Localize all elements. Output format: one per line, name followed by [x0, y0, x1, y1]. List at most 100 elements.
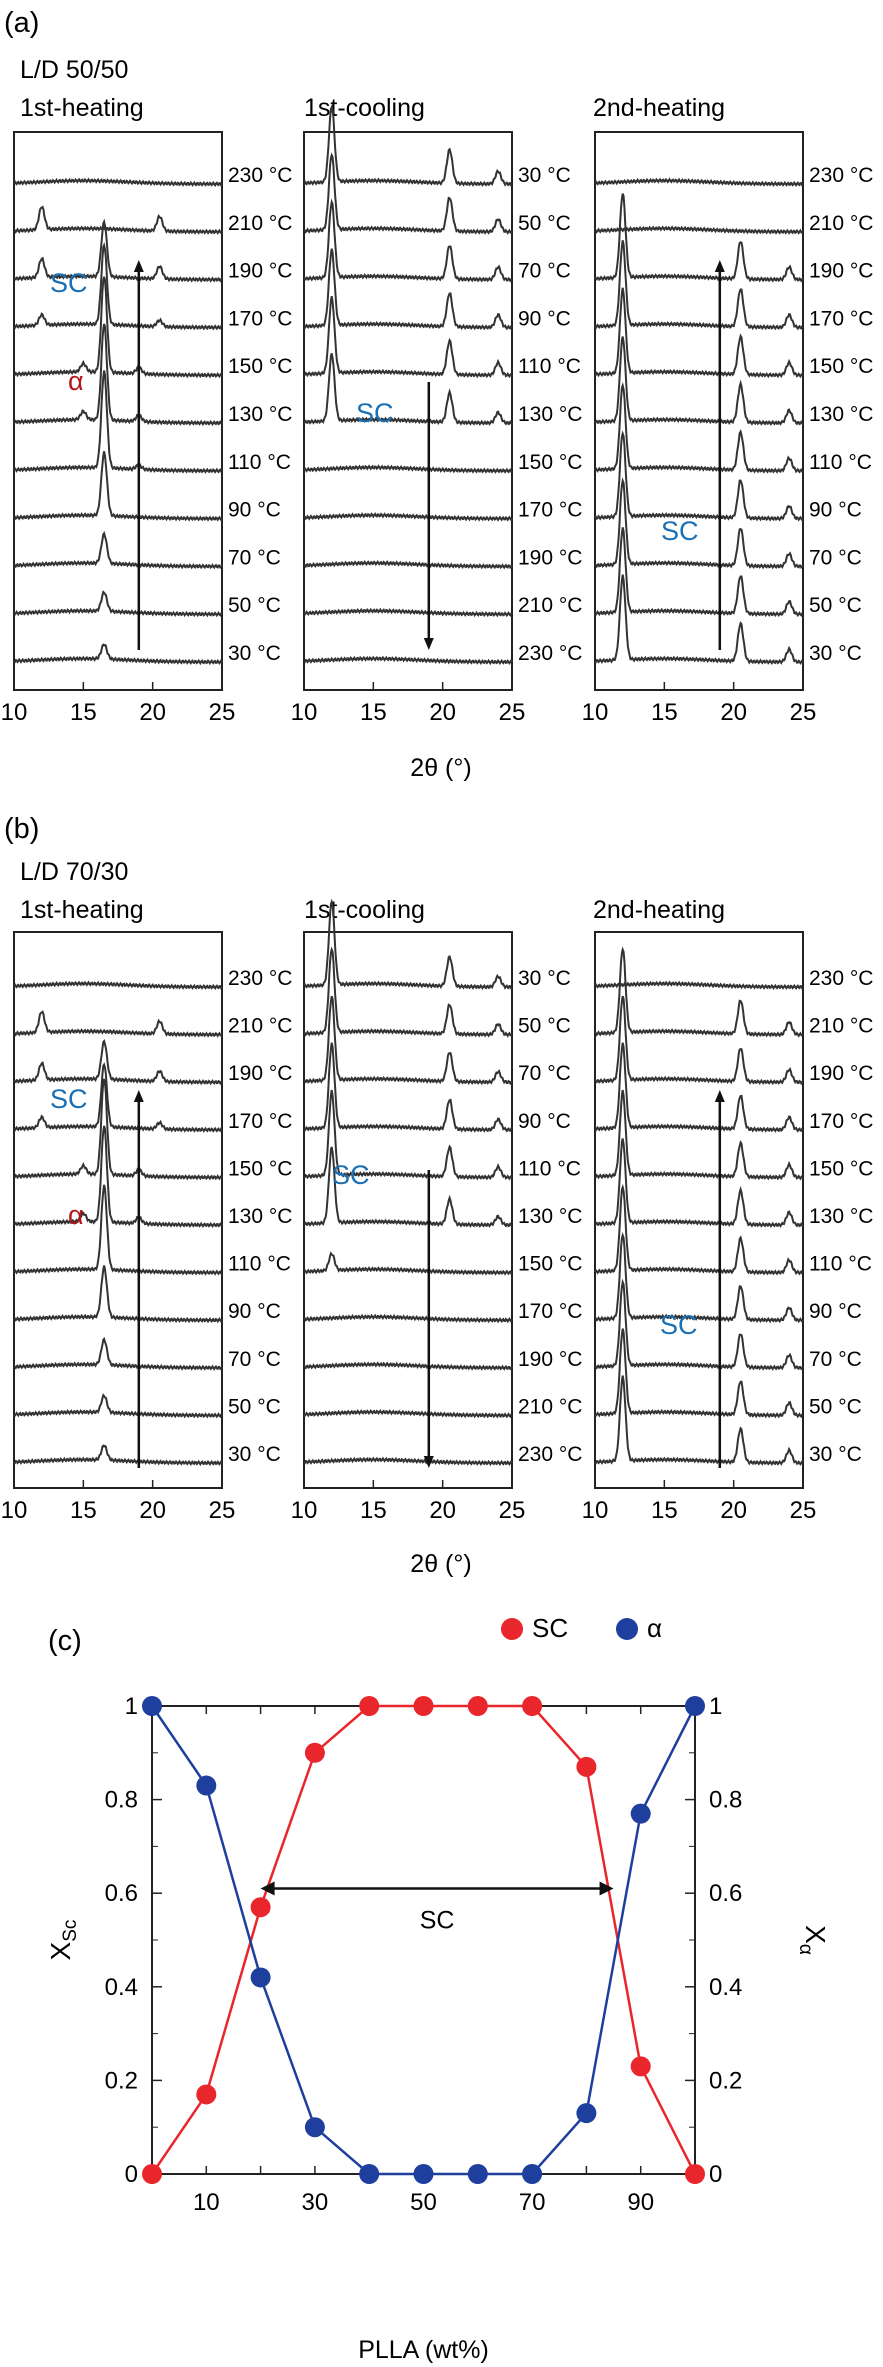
temperature-label: 30 °C	[809, 642, 862, 665]
data-point-sc	[196, 2084, 217, 2105]
temperature-label: 70 °C	[809, 546, 862, 569]
sc-range-label: SC	[420, 1907, 455, 1935]
xrd-trace	[594, 1231, 804, 1324]
xrd-trace	[13, 643, 223, 666]
temperature-label: 130 °C	[809, 403, 873, 426]
x-tick-label: 15	[70, 1497, 97, 1524]
arrow-head	[423, 1456, 434, 1468]
temperature-label: 30 °C	[228, 1443, 281, 1466]
xrd-trace	[594, 1138, 804, 1229]
temperature-label: 170 °C	[518, 1300, 582, 1323]
plot-frame	[13, 131, 223, 691]
data-point-sc	[142, 2164, 162, 2184]
panel-a-xrd-plots: 1st-heating 10 15 20 25 230 °C 210 °C 190 °C 170…	[1, 94, 874, 726]
xrd-trace	[13, 1039, 223, 1086]
temperature-label: 30 °C	[518, 967, 571, 990]
temperature-label: 110 °C	[809, 1253, 872, 1276]
subplot-title: 1st-cooling	[304, 896, 425, 924]
panel-b-sample: L/D 70/30	[20, 858, 128, 886]
xrd-trace	[594, 527, 804, 618]
data-point-sc	[467, 1696, 488, 1716]
xrd-trace	[13, 218, 223, 283]
data-point-alpha	[413, 2164, 434, 2184]
data-point-alpha	[522, 2164, 543, 2184]
x-tick-label: 25	[790, 1497, 817, 1524]
subplot-title: 1st-heating	[20, 896, 144, 924]
sc-annotation: SC	[661, 516, 699, 546]
data-point-alpha	[576, 2103, 597, 2124]
arrow-head	[714, 260, 725, 272]
xrd-trace	[303, 898, 513, 991]
y-tick-label-right: 0.2	[709, 2067, 742, 2094]
y-tick-label-right: 0	[709, 2161, 722, 2188]
xrd-trace	[303, 1089, 513, 1181]
x-tick-label: 20	[720, 1497, 747, 1524]
y-tick-label-left: 1	[125, 1693, 138, 1720]
temperature-label: 170 °C	[228, 307, 292, 330]
temperature-label: 210 °C	[228, 212, 292, 235]
xrd-trace	[13, 590, 223, 618]
panel-a-label: (a)	[4, 7, 39, 39]
x-tick-label: 20	[139, 699, 166, 726]
temperature-label: 170 °C	[518, 499, 582, 522]
x-tick-label: 20	[429, 699, 456, 726]
sc-annotation: SC	[660, 1310, 698, 1340]
temperature-label: 50 °C	[228, 594, 281, 617]
xrd-trace	[303, 1408, 513, 1419]
xrd-trace	[594, 177, 804, 188]
xrd-trace	[13, 1265, 223, 1324]
temperature-label: 50 °C	[809, 594, 862, 617]
x-tick-label: 10	[291, 699, 318, 726]
sc-annotation: SC	[332, 1160, 370, 1190]
temperature-label: 230 °C	[518, 1443, 582, 1466]
arrow-head	[714, 1090, 725, 1102]
x-tick-label: 20	[720, 699, 747, 726]
data-point-sc	[685, 2164, 705, 2184]
xrd-trace	[594, 381, 804, 474]
temperature-label: 30 °C	[809, 1443, 862, 1466]
temperature-label: 190 °C	[809, 1062, 873, 1085]
x-tick-label: 25	[499, 1497, 526, 1524]
x-tick-label: 15	[360, 699, 387, 726]
data-point-alpha	[304, 2117, 325, 2138]
temperature-label: 230 °C	[228, 967, 292, 990]
temperature-label: 110 °C	[518, 1157, 581, 1180]
temperature-label: 210 °C	[518, 1395, 582, 1418]
xrd-trace	[303, 248, 513, 331]
xrd-trace	[594, 995, 804, 1086]
xrd-trace	[594, 1183, 804, 1276]
xrd-trace	[303, 1361, 513, 1371]
temperature-label: 90 °C	[518, 1110, 571, 1133]
data-point-alpha	[142, 1696, 162, 1716]
x-tick-label: 15	[70, 699, 97, 726]
sc-annotation: SC	[50, 268, 88, 298]
temperature-label: 130 °C	[518, 1205, 582, 1228]
xrd-trace	[303, 946, 513, 1038]
temperature-label: 130 °C	[518, 403, 582, 426]
temperature-label: 150 °C	[518, 1253, 582, 1276]
temperature-label: 30 °C	[518, 164, 571, 187]
temperature-label: 230 °C	[518, 642, 582, 665]
temperature-label: 110 °C	[228, 1253, 291, 1276]
xrd-trace	[13, 1062, 223, 1133]
xrd-trace	[303, 152, 513, 235]
temperature-label: 230 °C	[809, 164, 873, 187]
xrd-trace	[303, 559, 513, 570]
x-tick-label: 10	[582, 699, 609, 726]
y-tick-label-right: 0.6	[709, 1880, 742, 1907]
temperature-label: 50 °C	[228, 1395, 281, 1418]
temperature-label: 210 °C	[518, 594, 582, 617]
xrd-trace	[303, 1042, 513, 1133]
x-tick-label: 25	[209, 699, 236, 726]
temperature-label: 190 °C	[228, 260, 292, 283]
temperature-label: 190 °C	[809, 260, 873, 283]
xrd-trace	[13, 205, 223, 235]
x-tick-label: 25	[790, 699, 817, 726]
temperature-label: 110 °C	[228, 451, 291, 474]
panel-b-xrd-plots: 1st-heating 10 15 20 25 230 °C 210 °C 190 °C 170…	[1, 896, 874, 1524]
temperature-label: 190 °C	[228, 1062, 292, 1085]
xrd-trace	[13, 177, 223, 188]
data-point-sc	[630, 2056, 651, 2077]
xrd-trace	[594, 477, 804, 570]
y-tick-label-right: 1	[709, 1693, 722, 1720]
